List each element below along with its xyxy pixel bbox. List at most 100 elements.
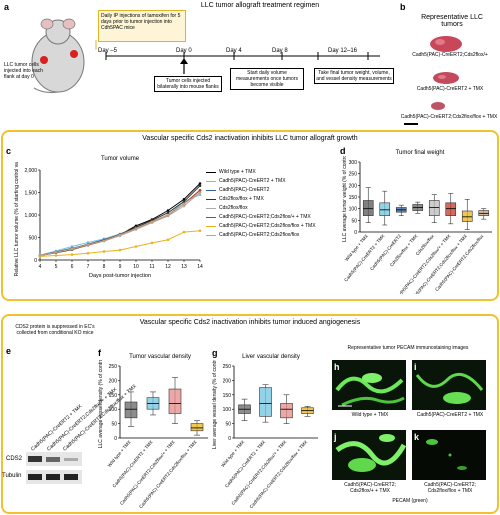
x-tick-label: 8 (103, 264, 106, 270)
day-4: Day 4 (226, 48, 242, 54)
panel-j-label: j (334, 432, 337, 442)
band-tubulin: Tubulin (2, 473, 22, 479)
panel-a-title: LLC tumor allograft treatment regimen (200, 2, 320, 9)
tumor-vascular-chart: 0 50 100 150 200 250 LLC average vessel densit… (98, 360, 208, 509)
data-point (70, 253, 74, 256)
y-tick-label: 100 (349, 207, 358, 213)
legend-label: Wild type + TMX (219, 169, 256, 175)
western-blot (26, 452, 82, 484)
y-axis-label: Liver average vessel density (% of contr… (212, 360, 218, 449)
legend-swatch (206, 198, 216, 201)
legend-label: Cds2flox/flox (219, 205, 248, 211)
y-tick-label: 250 (349, 172, 358, 178)
legend-entry: Cadh5(PAC)-CreERT2;Cds2flox/flox (206, 231, 336, 240)
panel-g-label: g (212, 348, 218, 358)
data-point (198, 229, 202, 233)
y-tick-label: 200 (349, 183, 358, 189)
series-line (39, 185, 201, 256)
data-point (134, 245, 138, 248)
data-point (166, 211, 170, 215)
legend-entry: Cds2flox/flox + TMX (206, 195, 336, 204)
y-axis-label: LLC average vessel density (% of control… (98, 360, 104, 448)
data-point (54, 251, 58, 254)
data-point (54, 254, 58, 257)
panel-b-title: Representative LLC tumors (421, 14, 483, 28)
data-point (70, 247, 74, 251)
panel-d-title: Tumor final weight (395, 150, 445, 156)
series-line (39, 189, 201, 256)
legend-entry: Cadh5(PAC)-CreERT2 (206, 186, 336, 195)
x-tick-label: 4 (39, 264, 42, 270)
series-line (39, 194, 201, 256)
y-tick-label: 0 (114, 436, 117, 442)
y-tick-label: 50 (351, 218, 357, 224)
legend-label: Cadh5(PAC)-CreERT2 + TMX (219, 178, 286, 184)
box (445, 202, 457, 216)
day-minus5: Day –5 (98, 48, 118, 54)
box (280, 403, 293, 419)
series-line (39, 189, 201, 256)
legend-label: Cadh5(PAC)-CreERT2;Cds2flox/flox + TMX (219, 223, 316, 229)
y-tick-label: 100 (223, 407, 232, 413)
panel-c-label: c (6, 146, 12, 156)
tumor-volume-chart: 0 500 1,000 1,500 2,000 4 5 6 7 8 9 10 11 12 13 14 Days … (14, 162, 203, 279)
panel-g-title: Liver vascular density (242, 354, 300, 360)
section-ek-title: Vascular specific Cds2 inactivation inhi… (139, 319, 361, 326)
legend-entry: Wild type + TMX (206, 168, 336, 177)
caption-j: Cadh5(PAC)-CreERT2; Cds2flox/+ + TMX (344, 482, 396, 494)
legend-swatch (206, 216, 216, 219)
data-point (198, 188, 202, 192)
y-tick-label: 250 (223, 364, 232, 370)
x-tick-label: 9 (119, 264, 122, 270)
legend-swatch (206, 171, 216, 174)
data-point (182, 200, 186, 203)
legend-swatch (206, 189, 216, 192)
box (461, 210, 473, 222)
tumor-volume-legend: Wild type + TMX Cadh5(PAC)-CreERT2 + TMX C… (206, 168, 336, 240)
data-point (182, 230, 186, 234)
data-point (198, 182, 202, 185)
caption-h: Wild type + TMX (351, 412, 389, 418)
caption-k: Cadh5(PAC)-CreERT2; Cds2flox/flox + TMX (424, 482, 476, 494)
panel-hk-title: Representative tumor PECAM immunostainin… (347, 345, 469, 351)
legend-swatch (206, 207, 216, 210)
y-tick-label: 150 (223, 393, 232, 399)
day-12-16: Day 12–16 (328, 48, 358, 54)
data-point (182, 202, 186, 206)
category-label: Cadh5(PAC)-CreERT2 + TMX (111, 439, 153, 488)
data-point (150, 241, 154, 245)
step-injection: Tumor cells injected bilaterally into mo… (154, 76, 222, 92)
tumor-label-3: Cadh5(PAC)-CreERT2;Cds2flox/flox + TMX (400, 114, 498, 120)
panel-a-label: a (4, 2, 10, 12)
series-line (39, 192, 201, 256)
x-axis-label: Days post-tumor injection (89, 273, 151, 279)
mouse-text: LLC tumor cells injected into each flank… (4, 62, 43, 80)
x-tick-label: 6 (71, 264, 74, 270)
box (428, 200, 440, 216)
box (168, 388, 182, 414)
panel-e-label: e (6, 346, 12, 356)
legend-entry: Cadh5(PAC)-CreERT2 + TMX (206, 177, 336, 186)
data-point (166, 209, 170, 212)
y-tick-label: 200 (223, 378, 232, 384)
y-tick-label: 200 (109, 378, 118, 384)
y-axis-label: Relative LLC tumor volume (% of starting… (14, 162, 20, 276)
y-tick-label: 1,500 (24, 191, 37, 197)
category-label: Cadh5(PAC)-CreERT2 + TMX (224, 439, 266, 488)
y-tick-label: 1,000 (24, 213, 37, 219)
y-tick-label: 150 (109, 393, 118, 399)
data-point (102, 250, 106, 253)
y-tick-label: 500 (29, 236, 38, 242)
y-axis-label: LLC average tumor weight (% of control) (342, 156, 348, 242)
box (190, 423, 204, 432)
panel-i-label: i (414, 362, 417, 372)
x-tick-label: 7 (87, 264, 90, 270)
x-tick-label: 13 (181, 264, 187, 270)
data-point (198, 191, 202, 194)
y-tick-label: 300 (349, 160, 358, 166)
timeline (95, 40, 380, 74)
pecam-images (332, 360, 486, 480)
data-point (182, 197, 186, 201)
panel-f-label: f (98, 348, 101, 358)
panel-b-label: b (400, 2, 406, 12)
